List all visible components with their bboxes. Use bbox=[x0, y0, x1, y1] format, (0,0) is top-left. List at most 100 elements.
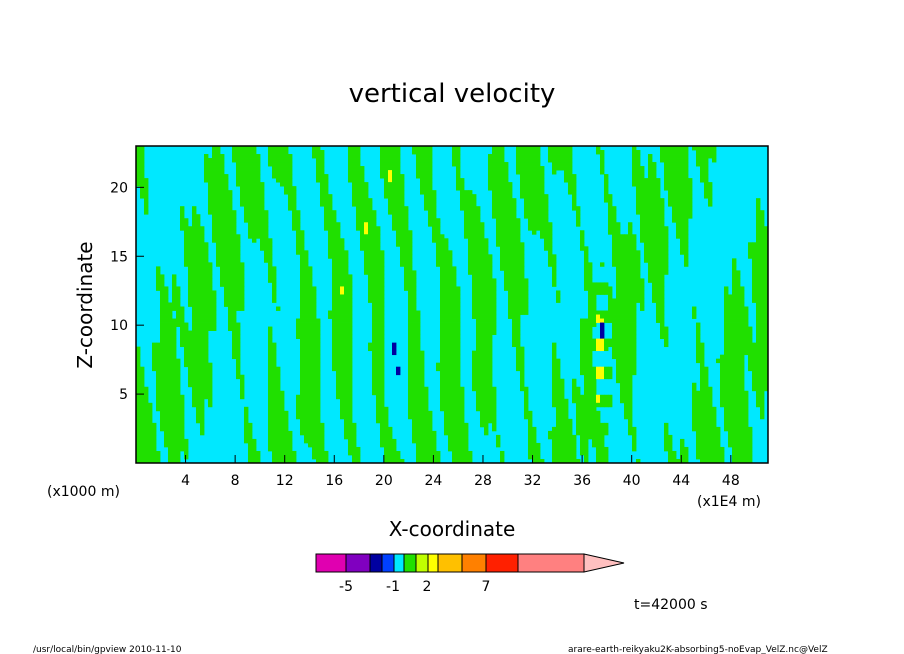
contour-cell bbox=[332, 350, 337, 356]
contour-cell bbox=[196, 362, 201, 368]
contour-cell bbox=[472, 270, 477, 275]
contour-cell bbox=[244, 162, 249, 167]
contour-cell bbox=[624, 366, 629, 372]
contour-cell bbox=[256, 198, 261, 203]
contour-cell bbox=[140, 178, 145, 183]
contour-cell bbox=[568, 178, 573, 183]
contour-cell bbox=[664, 226, 669, 231]
contour-cell bbox=[512, 330, 517, 335]
contour-cell bbox=[588, 426, 593, 432]
contour-cell bbox=[696, 406, 701, 412]
contour-cell bbox=[272, 150, 277, 155]
contour-cell bbox=[652, 198, 657, 203]
contour-cell bbox=[416, 350, 421, 356]
contour-cell bbox=[680, 442, 685, 448]
contour-cell bbox=[528, 414, 533, 420]
contour-cell bbox=[304, 398, 309, 404]
contour-cell bbox=[692, 382, 697, 388]
contour-cell bbox=[184, 342, 189, 348]
contour-cell bbox=[272, 414, 277, 420]
contour-cell bbox=[308, 294, 313, 299]
contour-cell bbox=[672, 458, 677, 463]
contour-cell bbox=[160, 370, 165, 376]
contour-cell bbox=[484, 302, 489, 307]
contour-cell bbox=[408, 334, 413, 339]
contour-cell bbox=[584, 450, 589, 456]
contour-cell bbox=[480, 250, 485, 255]
contour-cell bbox=[420, 438, 425, 444]
contour-cell bbox=[604, 366, 609, 372]
contour-cell bbox=[380, 342, 385, 348]
contour-cell bbox=[616, 282, 621, 287]
contour-cell bbox=[564, 418, 569, 424]
contour-cell bbox=[532, 146, 537, 151]
contour-cell bbox=[380, 322, 385, 327]
contour-cell bbox=[580, 422, 585, 428]
contour-cell bbox=[532, 454, 537, 460]
contour-cell bbox=[584, 338, 589, 344]
contour-cell bbox=[212, 162, 217, 167]
contour-cell bbox=[356, 174, 361, 179]
contour-cell bbox=[368, 346, 373, 352]
contour-cell bbox=[536, 214, 541, 219]
contour-cell bbox=[332, 318, 337, 323]
contour-cell bbox=[268, 250, 273, 255]
contour-cell bbox=[316, 338, 321, 344]
contour-cell bbox=[196, 382, 201, 388]
contour-cell bbox=[476, 278, 481, 283]
contour-cell bbox=[140, 170, 145, 175]
contour-cell bbox=[204, 166, 209, 171]
contour-cell bbox=[176, 386, 181, 392]
contour-cell bbox=[340, 318, 345, 323]
contour-cell bbox=[612, 242, 617, 247]
contour-cell bbox=[672, 454, 677, 460]
contour-cell bbox=[320, 154, 325, 159]
contour-cell bbox=[392, 182, 397, 187]
contour-cell bbox=[304, 394, 309, 400]
contour-cell bbox=[136, 422, 141, 428]
contour-cell bbox=[232, 238, 237, 243]
contour-cell bbox=[500, 202, 505, 207]
contour-cell bbox=[268, 146, 273, 151]
contour-cell bbox=[408, 382, 413, 388]
contour-cell bbox=[456, 410, 461, 416]
contour-cell bbox=[340, 370, 345, 376]
contour-cell bbox=[488, 266, 493, 271]
contour-cell bbox=[260, 186, 265, 191]
contour-cell bbox=[192, 326, 197, 331]
contour-cell bbox=[656, 266, 661, 271]
contour-cell bbox=[416, 386, 421, 392]
contour-cell bbox=[280, 154, 285, 159]
contour-cell bbox=[508, 294, 513, 299]
contour-cell bbox=[428, 194, 433, 199]
contour-cell bbox=[448, 418, 453, 424]
contour-cell bbox=[632, 346, 637, 352]
contour-cell bbox=[520, 250, 525, 255]
contour-cell bbox=[632, 238, 637, 243]
contour-cell bbox=[500, 170, 505, 175]
contour-cell bbox=[580, 242, 585, 247]
contour-cell bbox=[372, 350, 377, 356]
contour-cell bbox=[416, 434, 421, 440]
contour-cell bbox=[200, 410, 205, 416]
contour-cell bbox=[420, 162, 425, 167]
contour-cell bbox=[348, 174, 353, 179]
contour-cell bbox=[208, 326, 213, 331]
contour-cell bbox=[652, 210, 657, 215]
contour-cell bbox=[700, 174, 705, 179]
contour-cell bbox=[252, 214, 257, 219]
contour-cell bbox=[204, 314, 209, 319]
contour-cell bbox=[184, 358, 189, 364]
contour-cell bbox=[592, 390, 597, 396]
contour-cell bbox=[444, 430, 449, 436]
contour-cell bbox=[296, 330, 301, 335]
contour-cell bbox=[628, 346, 633, 352]
contour-cell bbox=[332, 250, 337, 255]
contour-cell bbox=[548, 430, 553, 436]
contour-cell bbox=[204, 162, 209, 167]
contour-cell bbox=[172, 394, 177, 400]
contour-cell bbox=[488, 366, 493, 372]
contour-cell bbox=[340, 394, 345, 400]
contour-cell bbox=[484, 322, 489, 327]
contour-cell bbox=[164, 298, 169, 303]
